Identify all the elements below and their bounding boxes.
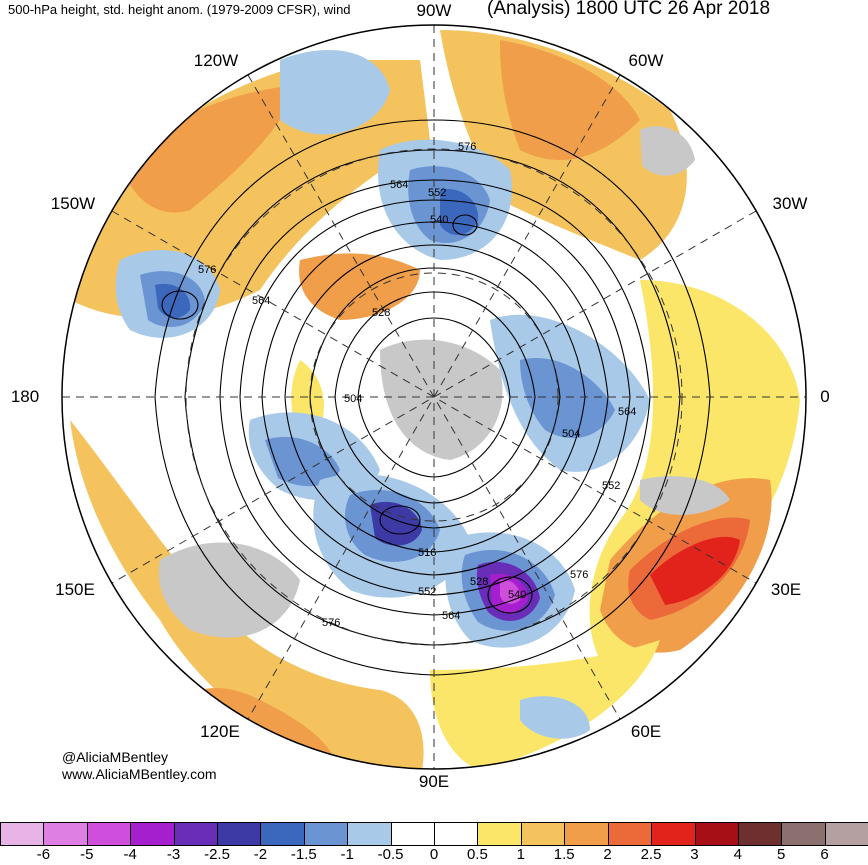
colorbar-tick-label: 1 bbox=[516, 846, 525, 863]
colorbar-tick-label: -0.5 bbox=[377, 846, 404, 863]
contour-label: 516 bbox=[418, 547, 436, 559]
lon-label-30e: 30E bbox=[770, 580, 802, 599]
contour-label: 576 bbox=[322, 617, 340, 629]
contour-label: 564 bbox=[618, 406, 636, 418]
contour-label: 564 bbox=[390, 179, 408, 191]
lon-label-60e: 60E bbox=[630, 722, 662, 741]
lon-label-120e: 120E bbox=[200, 722, 240, 741]
colorbar-swatch bbox=[434, 822, 479, 846]
lon-label-150e: 150E bbox=[55, 580, 95, 599]
credit-block: @AliciaMBentley www.AliciaMBentley.com bbox=[62, 749, 217, 783]
colorbar-tick-label: -5 bbox=[80, 846, 94, 863]
colorbar-tick-label: 1.5 bbox=[553, 846, 575, 863]
colorbar-tick-label: -1.5 bbox=[290, 846, 317, 863]
colorbar-tick-label: 0.5 bbox=[466, 846, 488, 863]
colorbar-swatch bbox=[477, 822, 522, 846]
colorbar-tick-label: 6 bbox=[820, 846, 829, 863]
contour-label: 552 bbox=[602, 480, 620, 492]
colorbar-swatch bbox=[130, 822, 175, 846]
lon-label-120w: 120W bbox=[193, 51, 239, 70]
contour-label: 564 bbox=[252, 295, 270, 307]
lon-label-30w: 30W bbox=[772, 194, 808, 213]
contour-label: 576 bbox=[198, 264, 216, 276]
colorbar-tick-label: 2.5 bbox=[640, 846, 662, 863]
contour-label: 552 bbox=[418, 586, 436, 598]
colorbar-swatch bbox=[824, 822, 868, 846]
colorbar-swatch bbox=[781, 822, 826, 846]
colorbar-tick-label: -2 bbox=[253, 846, 268, 863]
contour-label: 576 bbox=[458, 141, 476, 153]
colorbar-tick-label: 3 bbox=[690, 846, 699, 863]
colorbar-tick-label: -2.5 bbox=[204, 846, 230, 863]
map-boundary bbox=[61, 24, 807, 770]
colorbar-swatch bbox=[737, 822, 783, 846]
lon-label-90e: 90E bbox=[418, 772, 450, 791]
lon-label-60w: 60W bbox=[628, 51, 664, 70]
graticule bbox=[62, 25, 806, 769]
colorbar-swatch bbox=[390, 822, 436, 846]
credit-website: www.AliciaMBentley.com bbox=[62, 766, 217, 782]
credit-handle: @AliciaMBentley bbox=[62, 749, 169, 765]
contour-label-group: 576 564 552 540 576 564 528 504 564 504 … bbox=[198, 141, 636, 629]
polar-map: 576 564 552 540 576 564 528 504 564 504 … bbox=[61, 24, 807, 770]
colorbar-tick-label: -3 bbox=[166, 846, 181, 863]
contour-label: 504 bbox=[562, 428, 580, 440]
contour-label: 576 bbox=[570, 569, 588, 581]
colorbar-swatch bbox=[694, 822, 739, 846]
colorbar-swatch bbox=[520, 822, 566, 846]
colorbar-tick-label: -4 bbox=[123, 846, 137, 863]
contour-label: 552 bbox=[428, 187, 446, 199]
contour-label: 528 bbox=[372, 307, 390, 319]
colorbar-swatch bbox=[43, 822, 88, 846]
map-title-right: (Analysis) 1800 UTC 26 Apr 2018 bbox=[487, 0, 771, 19]
colorbar-tick-label: 5 bbox=[777, 846, 786, 863]
colorbar-swatch bbox=[0, 822, 45, 846]
colorbar-swatch bbox=[217, 822, 262, 846]
contour-label: 540 bbox=[508, 589, 526, 601]
colorbar-swatch bbox=[86, 822, 132, 846]
colorbar-tick-label: -1 bbox=[340, 846, 354, 863]
lon-label-150w: 150W bbox=[50, 194, 96, 213]
lon-label-90w: 90W bbox=[416, 1, 452, 20]
colorbar-tick-label: 4 bbox=[733, 846, 742, 863]
colorbar bbox=[0, 822, 868, 846]
contour-label: 504 bbox=[344, 393, 362, 405]
colorbar-swatch bbox=[303, 822, 349, 846]
map-title-left: 500-hPa height, std. height anom. (1979-… bbox=[8, 2, 351, 17]
lon-label-0: 0 bbox=[820, 387, 830, 406]
colorbar-tick-label: 2 bbox=[603, 846, 612, 863]
colorbar-swatch bbox=[564, 822, 609, 846]
contour-label: 540 bbox=[430, 214, 448, 226]
contour-label: 564 bbox=[442, 610, 460, 622]
colorbar-swatch bbox=[173, 822, 219, 846]
colorbar-tick-label: -6 bbox=[36, 846, 51, 863]
colorbar-tick-label: 0 bbox=[429, 846, 439, 863]
lon-label-180: 180 bbox=[10, 387, 40, 406]
colorbar-swatch bbox=[260, 822, 305, 846]
colorbar-swatch bbox=[607, 822, 653, 846]
colorbar-swatch bbox=[651, 822, 696, 846]
contour-label: 528 bbox=[470, 576, 488, 588]
colorbar-swatch bbox=[347, 822, 392, 846]
